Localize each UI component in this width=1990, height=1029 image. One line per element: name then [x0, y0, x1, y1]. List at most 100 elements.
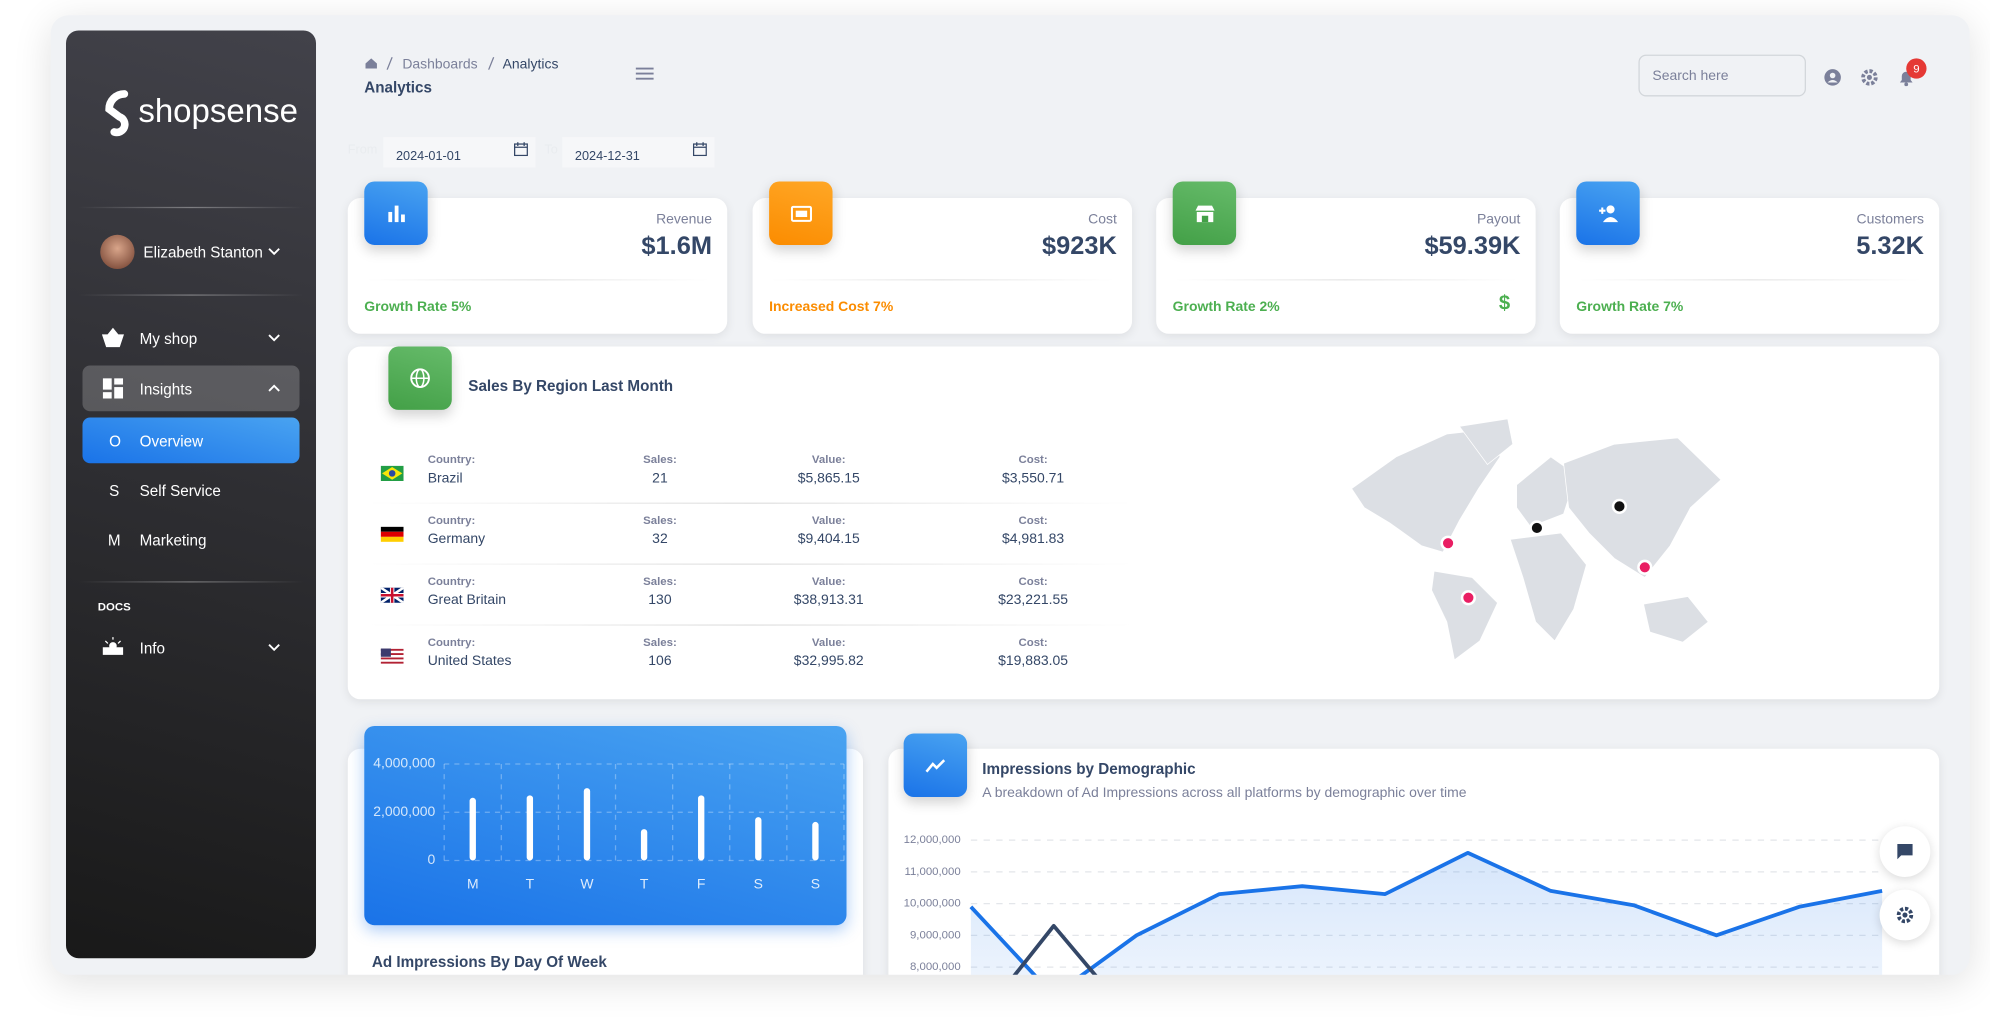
submenu-item[interactable]: Marketing: [139, 531, 207, 550]
cell: 106: [648, 653, 672, 669]
bar: [526, 795, 534, 861]
x-tick-label: M: [467, 875, 479, 891]
area: [970, 852, 1883, 975]
flag: [380, 647, 404, 664]
column-label: Value:: [811, 453, 846, 466]
stat-footer: Increased Cost 7%: [769, 299, 894, 315]
cell: 32: [652, 531, 668, 547]
stat-value: $1.6M: [641, 232, 712, 261]
canvas: shopsense Elizabeth Stanton My shop Insi…: [51, 15, 1970, 975]
calendar-icon[interactable]: [692, 142, 707, 157]
icon-glyph: [790, 205, 812, 222]
y-tick-label: 8,000,000: [910, 961, 961, 973]
stat-footer: Growth Rate 2%: [1172, 299, 1280, 315]
stat-icon: [1172, 181, 1237, 245]
bar: [698, 795, 705, 861]
y-tick-label: 4,000,000: [373, 755, 435, 771]
notification-badge: 9: [1906, 58, 1927, 79]
submenu-item[interactable]: Overview: [139, 432, 204, 451]
stat-icon: [364, 181, 428, 245]
menu-item[interactable]: Info: [139, 639, 166, 658]
menu-item[interactable]: My shop: [139, 329, 198, 348]
icon-glyph: [387, 204, 405, 222]
logo-icon: [105, 90, 129, 137]
chevron: [268, 384, 280, 392]
divider: [769, 279, 1116, 281]
breadcrumb: Analytics: [502, 57, 559, 73]
flag-glyph: [380, 465, 404, 482]
divider: [364, 279, 711, 281]
row-divider: [364, 502, 1136, 504]
cell: $38,913.31: [793, 592, 864, 608]
stat-label: Payout: [1476, 211, 1521, 228]
divider: [1576, 279, 1923, 281]
divider: [78, 206, 304, 209]
search-box[interactable]: [1638, 54, 1806, 97]
flag: [380, 465, 404, 482]
date-input[interactable]: [562, 137, 715, 168]
cell: $3,550.71: [1002, 470, 1065, 487]
cell: United States: [427, 653, 512, 669]
bar: [469, 797, 476, 861]
submenu-active[interactable]: [82, 417, 300, 464]
chat-button[interactable]: [1879, 826, 1931, 877]
icon-glyph: [1194, 204, 1214, 222]
divider: [78, 294, 304, 296]
breadcrumb[interactable]: Dashboards: [402, 57, 478, 73]
row-divider: [364, 624, 1136, 626]
bar: [640, 829, 648, 861]
column-label: Cost:: [1018, 513, 1048, 527]
date-input[interactable]: [383, 137, 536, 168]
y-tick-label: 10,000,000: [904, 898, 961, 910]
stat-icon: [769, 181, 833, 245]
region-icon: [388, 346, 452, 410]
flag: [380, 525, 404, 542]
world-map: [1351, 418, 1722, 661]
flag-glyph: [380, 526, 404, 542]
x-tick-label: S: [754, 875, 763, 891]
y-tick-label: 9,000,000: [910, 929, 961, 941]
home-icon: [365, 58, 377, 69]
settings-button[interactable]: [1879, 889, 1931, 941]
cell: $23,221.55: [998, 592, 1069, 608]
x-tick-label: T: [526, 875, 535, 891]
cell: Great Britain: [427, 592, 507, 608]
submenu-letter: S: [109, 482, 120, 501]
section-heading: DOCS: [97, 600, 131, 613]
stat-footer-icon: $: [1498, 293, 1511, 315]
column-label: Country:: [427, 635, 476, 649]
chart-title: Ad Impressions By Day Of Week: [371, 953, 607, 971]
column-label: Country:: [427, 574, 476, 588]
stat-label: Cost: [1088, 211, 1117, 228]
stat-icon: [1576, 181, 1640, 245]
column-label: Value:: [811, 513, 846, 527]
icon-glyph: [1598, 204, 1618, 222]
stat-value: $923K: [1042, 232, 1117, 261]
divider: [1172, 279, 1520, 281]
date-value: 2024-12-31: [574, 149, 640, 164]
column-label: Country:: [427, 453, 476, 466]
submenu-item[interactable]: Self Service: [139, 482, 221, 501]
column-label: Value:: [811, 574, 846, 588]
menu-toggle[interactable]: [635, 66, 655, 81]
chevron: [268, 248, 280, 256]
cell: $4,981.83: [1002, 531, 1065, 547]
cell: Brazil: [427, 470, 463, 487]
account-icon[interactable]: [1824, 69, 1842, 87]
bar: [583, 788, 591, 861]
user-name[interactable]: Elizabeth Stanton: [143, 243, 263, 262]
cell: Germany: [427, 531, 486, 547]
stat-footer: Growth Rate 5%: [364, 299, 472, 315]
bar-panel: [364, 725, 847, 926]
column-label: Cost:: [1018, 635, 1048, 649]
brand: shopsense: [138, 91, 298, 130]
info-icon: [102, 637, 124, 655]
cell: $32,995.82: [793, 653, 864, 669]
filter-label: To: [544, 143, 558, 158]
bar: [812, 821, 819, 861]
menu-item[interactable]: Insights: [139, 380, 193, 399]
settings-icon[interactable]: [1861, 69, 1879, 87]
column-label: Sales:: [643, 635, 677, 649]
calendar-icon[interactable]: [513, 142, 528, 157]
flag-glyph: [380, 586, 405, 604]
